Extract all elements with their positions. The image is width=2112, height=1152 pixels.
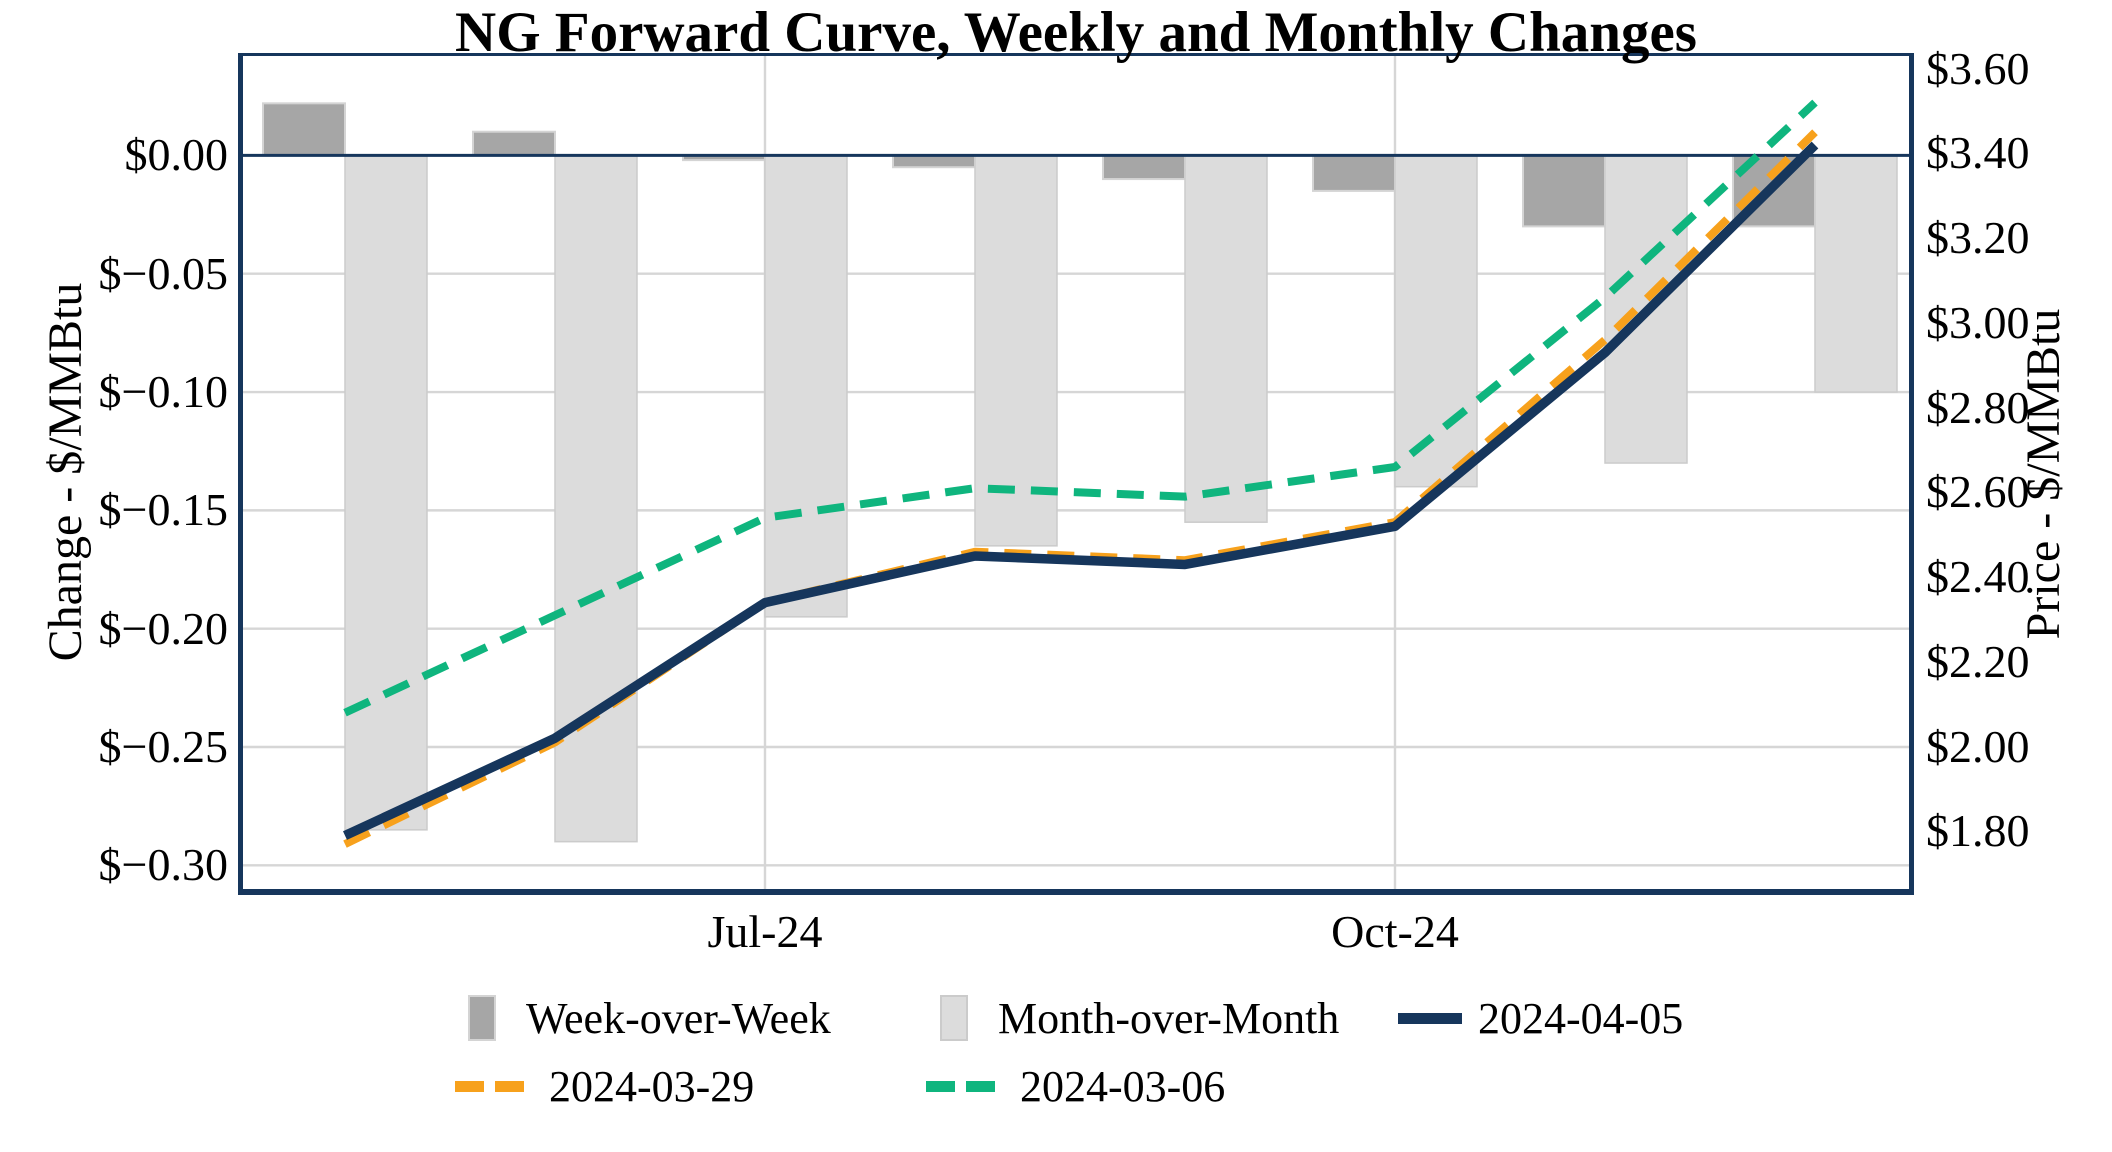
x-axis-tick: Jul-24 — [707, 906, 823, 957]
legend-label: 2024-03-29 — [549, 1061, 755, 1111]
right-axis-tick: $2.60 — [1926, 466, 2030, 518]
bar-week-over-week — [1102, 154, 1186, 181]
right-axis-tick: $3.00 — [1926, 296, 2030, 348]
bar-week-over-week — [1312, 154, 1396, 192]
dashed-line-swatch-icon — [926, 1080, 1006, 1092]
right-spine — [1909, 53, 1914, 892]
right-axis-tick: $2.00 — [1926, 720, 2030, 772]
left-axis-tick: $−0.30 — [98, 839, 228, 891]
left-axis-tick: $−0.20 — [98, 602, 228, 654]
legend-item-2024-03-29: 2024-03-29 — [455, 1061, 755, 1111]
left-axis-tick: $−0.10 — [98, 366, 228, 418]
bar-month-over-month — [764, 154, 848, 618]
x-axis-tick: Oct-24 — [1331, 906, 1459, 957]
right-axis-tick: $3.60 — [1926, 42, 2030, 94]
bar-week-over-week — [472, 130, 556, 157]
legend-item-week-over-week: Week-over-Week — [468, 993, 831, 1043]
bar-week-over-week — [892, 154, 976, 169]
right-axis-tick: $3.20 — [1926, 212, 2030, 264]
right-axis-tick: $3.40 — [1926, 127, 2030, 179]
legend-item-2024-03-06: 2024-03-06 — [926, 1061, 1226, 1111]
legend-label: Month-over-Month — [998, 993, 1340, 1043]
line-2024-03-06 — [343, 99, 1818, 717]
top-spine — [238, 53, 1914, 56]
bar-month-over-month — [1814, 154, 1898, 393]
left-axis-tick: $−0.15 — [98, 484, 228, 536]
left-axis-tick: $−0.25 — [98, 721, 228, 772]
left-axis-tick: $0.00 — [124, 129, 229, 181]
solid-line-swatch-icon — [1398, 1012, 1462, 1024]
left-spine — [238, 53, 243, 892]
bar-month-over-month — [554, 154, 638, 843]
legend-label: 2024-03-06 — [1020, 1061, 1226, 1111]
right-axis-tick: $2.20 — [1926, 635, 2030, 687]
legend-label: Week-over-Week — [526, 993, 831, 1043]
right-axis-tick: $2.40 — [1926, 551, 2030, 603]
bar-week-over-week — [1522, 154, 1606, 228]
line-2024-04-05 — [343, 141, 1819, 840]
bar-month-over-month — [1184, 154, 1268, 523]
right-axis-tick: $2.80 — [1926, 381, 2030, 433]
week-over-week-swatch-icon — [468, 995, 496, 1041]
left-axis-tick: $−0.05 — [98, 247, 228, 299]
legend-item-2024-04-05: 2024-04-05 — [1398, 993, 1684, 1043]
legend-item-month-over-month: Month-over-Month — [940, 993, 1340, 1043]
bar-month-over-month — [344, 154, 428, 831]
month-over-month-swatch-icon — [940, 995, 968, 1041]
bar-month-over-month — [1394, 154, 1478, 488]
right-axis-tick: $1.80 — [1926, 805, 2030, 857]
bottom-spine — [238, 889, 1914, 895]
dashed-line-swatch-icon — [455, 1080, 535, 1092]
chart-title: NG Forward Curve, Weekly and Monthly Cha… — [455, 1, 1697, 64]
legend-label: 2024-04-05 — [1478, 993, 1684, 1043]
bar-week-over-week — [262, 102, 346, 157]
